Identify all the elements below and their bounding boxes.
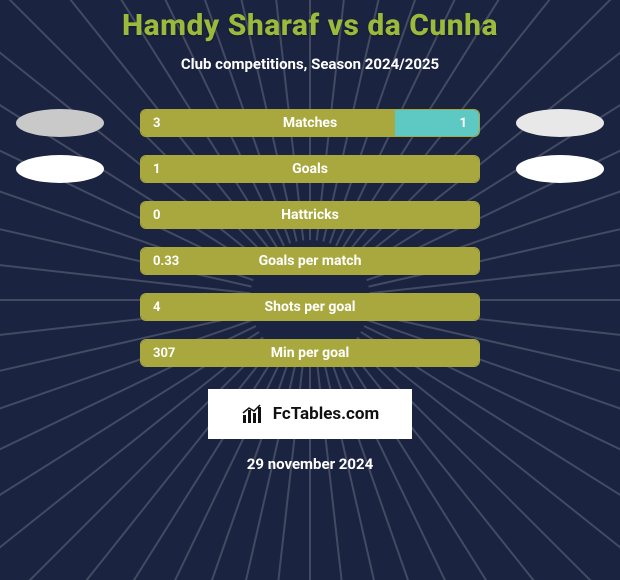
stat-value-right: 1 xyxy=(460,110,467,136)
bar-segment-left xyxy=(141,156,479,182)
bar-segment-left xyxy=(141,340,479,366)
player-left-avatar xyxy=(16,155,104,183)
stat-row: Matches31 xyxy=(0,109,620,137)
stat-bar: Matches31 xyxy=(140,109,480,137)
stat-row: Goals per match0.33 xyxy=(0,247,620,275)
stat-value-left: 3 xyxy=(153,110,160,136)
stat-value-left: 0 xyxy=(153,202,160,228)
subtitle: Club competitions, Season 2024/2025 xyxy=(181,55,439,73)
date-text: 29 november 2024 xyxy=(247,455,373,473)
bar-segment-left xyxy=(141,248,479,274)
player-left-avatar xyxy=(16,109,104,137)
stat-value-left: 0.33 xyxy=(153,248,179,274)
stat-row: Min per goal307 xyxy=(0,339,620,367)
bar-segment-left xyxy=(141,294,479,320)
page-title: Hamdy Sharaf vs da Cunha xyxy=(122,8,498,43)
logo-text: FcTables.com xyxy=(273,404,379,424)
stat-row: Shots per goal4 xyxy=(0,293,620,321)
stat-bar: Goals per match0.33 xyxy=(140,247,480,275)
bar-segment-left xyxy=(141,202,479,228)
stat-bar: Min per goal307 xyxy=(140,339,480,367)
stat-row: Goals1 xyxy=(0,155,620,183)
logo-box: FcTables.com xyxy=(208,389,412,439)
player-right-avatar xyxy=(516,109,604,137)
stat-row: Hattricks0 xyxy=(0,201,620,229)
stat-bar: Hattricks0 xyxy=(140,201,480,229)
stat-value-left: 4 xyxy=(153,294,160,320)
stat-bar: Shots per goal4 xyxy=(140,293,480,321)
player-right-avatar xyxy=(516,155,604,183)
stat-value-left: 1 xyxy=(153,156,160,182)
stat-bar: Goals1 xyxy=(140,155,480,183)
bar-segment-left xyxy=(141,110,395,136)
content: Hamdy Sharaf vs da Cunha Club competitio… xyxy=(0,0,620,580)
logo-chart-icon xyxy=(241,403,267,425)
stat-rows: Matches31Goals1Hattricks0Goals per match… xyxy=(0,109,620,367)
stat-value-left: 307 xyxy=(153,340,175,366)
